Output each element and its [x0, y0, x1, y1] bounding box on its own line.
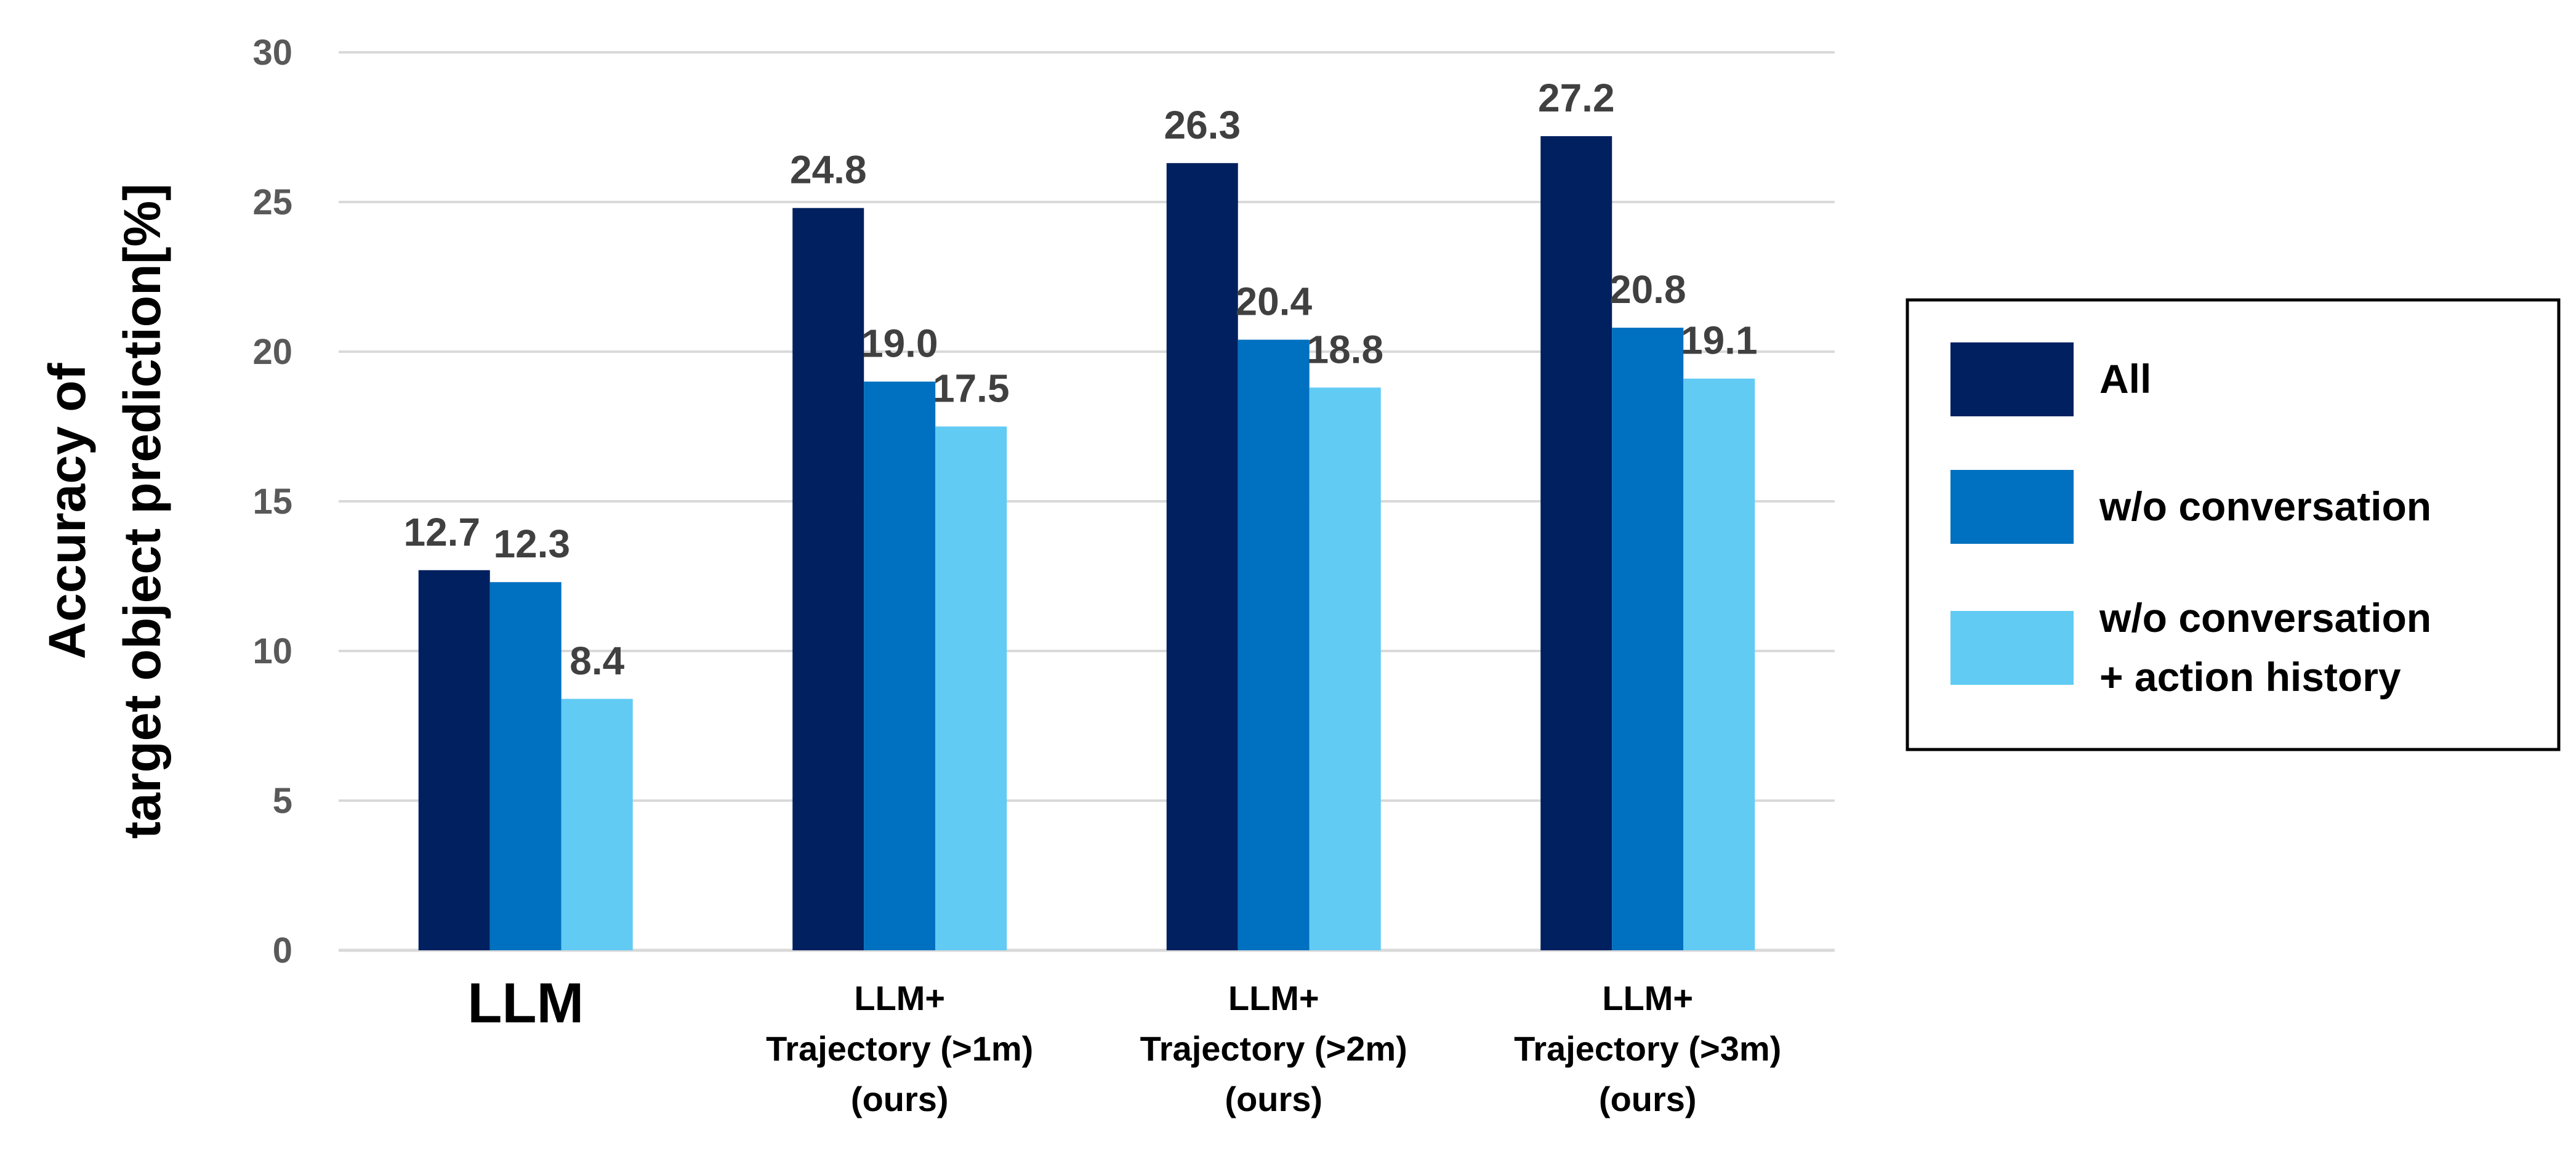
bar-w-o-conversation-2 — [1238, 339, 1310, 950]
y-tick-label-30: 30 — [252, 33, 292, 73]
y-tick-label-5: 5 — [273, 781, 292, 821]
bar-all-2 — [1166, 163, 1238, 950]
bar-w-o-conversation-action-history-1 — [935, 426, 1007, 950]
y-tick-label-10: 10 — [252, 631, 292, 671]
y-tick-label-15: 15 — [252, 482, 292, 522]
y-tick-label-0: 0 — [273, 931, 292, 971]
y-axis-label: target object prediction[%] — [113, 184, 171, 839]
data-label: 12.7 — [403, 510, 480, 554]
bar-all-1 — [792, 208, 864, 951]
bar-w-o-conversation-action-history-3 — [1683, 378, 1755, 950]
x-category-label: LLM+ — [1228, 979, 1319, 1017]
x-category-label: (ours) — [851, 1080, 949, 1118]
y-tick-label-20: 20 — [252, 332, 292, 372]
x-category-label: Trajectory (>2m) — [1140, 1029, 1407, 1068]
data-label: 12.3 — [493, 522, 570, 566]
bar-w-o-conversation-action-history-0 — [561, 698, 633, 950]
bar-all-3 — [1540, 136, 1612, 951]
x-category-label: LLM+ — [854, 979, 945, 1017]
data-label: 8.4 — [570, 639, 624, 683]
bar-w-o-conversation-action-history-2 — [1309, 387, 1381, 950]
x-category-label: (ours) — [1599, 1080, 1697, 1118]
legend-swatch-1 — [1950, 470, 2074, 544]
legend-label: w/o conversation — [2099, 483, 2431, 529]
x-category-label: Trajectory (>1m) — [766, 1029, 1033, 1068]
data-label: 20.8 — [1609, 267, 1686, 312]
bar-w-o-conversation-1 — [864, 381, 936, 950]
legend-swatch-0 — [1950, 342, 2074, 416]
y-tick-label-25: 25 — [252, 182, 292, 222]
data-label: 20.4 — [1235, 280, 1312, 324]
data-label: 19.1 — [1681, 318, 1758, 363]
x-category-label: (ours) — [1225, 1080, 1322, 1118]
data-label: 17.5 — [933, 366, 1010, 411]
data-label: 19.0 — [861, 321, 938, 366]
bar-all-0 — [418, 570, 490, 950]
bar-w-o-conversation-0 — [489, 582, 561, 950]
y-axis-label: Accuracy of — [38, 363, 96, 660]
legend-swatch-2 — [1950, 611, 2074, 685]
data-label: 26.3 — [1164, 103, 1241, 147]
x-category-label: LLM+ — [1602, 979, 1693, 1017]
legend-label: w/o conversation — [2099, 595, 2431, 641]
data-label: 24.8 — [790, 148, 867, 192]
legend-label: + action history — [2099, 654, 2401, 700]
legend-label: All — [2099, 356, 2151, 402]
bar-w-o-conversation-3 — [1612, 328, 1684, 950]
x-category-label: Trajectory (>3m) — [1514, 1029, 1781, 1068]
data-label: 18.8 — [1306, 327, 1383, 371]
data-label: 27.2 — [1538, 76, 1615, 120]
x-category-label: LLM — [467, 972, 584, 1035]
